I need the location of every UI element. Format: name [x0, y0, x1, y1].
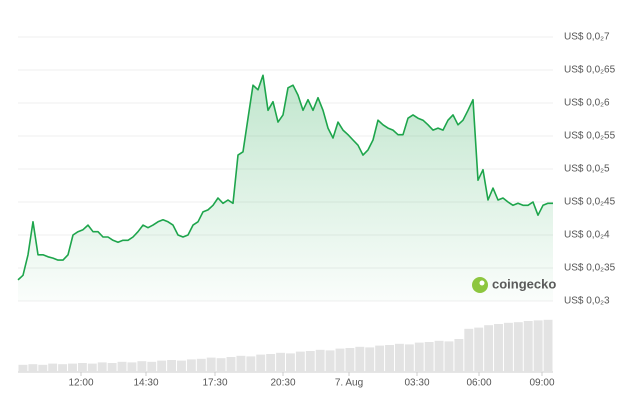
volume-bar	[494, 324, 503, 372]
watermark: coingecko	[492, 276, 556, 291]
x-tick-label: 06:00	[466, 378, 491, 389]
y-tick-label: US$ 0,0₂6	[564, 98, 610, 109]
volume-bar	[385, 345, 394, 372]
volume-bar	[543, 319, 553, 372]
x-tick-label: 12:00	[68, 378, 93, 389]
volume-bar	[147, 361, 157, 372]
volume-bar	[186, 359, 196, 372]
volume-bar	[434, 340, 444, 372]
volume-bar	[77, 363, 87, 372]
volume-bar	[68, 363, 77, 372]
volume-bar	[523, 321, 533, 372]
volume-bar	[305, 351, 315, 372]
volume-bar	[48, 363, 58, 372]
volume-bar	[206, 357, 216, 372]
x-tick-label: 09:00	[529, 378, 554, 389]
volume-bar	[325, 350, 335, 372]
volume-bar	[167, 360, 177, 372]
volume-bar	[474, 327, 484, 372]
volume-bar	[513, 322, 523, 372]
volume-bar	[137, 361, 147, 372]
volume-bar	[414, 342, 424, 372]
y-tick-label: US$ 0,0₂35	[564, 263, 616, 274]
volume-bars	[18, 319, 553, 372]
volume-bar	[315, 349, 325, 372]
y-tick-label: US$ 0,0₂4	[564, 230, 610, 241]
volume-bar	[335, 348, 345, 372]
volume-bar	[177, 360, 186, 372]
volume-bar	[533, 320, 543, 372]
volume-bar	[18, 364, 28, 372]
y-tick-label: US$ 0,0₂5	[564, 164, 610, 175]
y-tick-label: US$ 0,0₂65	[564, 65, 616, 76]
x-tick-label: 17:30	[202, 378, 227, 389]
volume-bar	[28, 364, 38, 372]
volume-bar	[276, 352, 285, 372]
volume-bar	[503, 322, 513, 372]
watermark-group: coingecko	[472, 276, 556, 293]
x-tick-label: 03:30	[404, 378, 429, 389]
volume-bar	[127, 362, 137, 372]
volume-bar	[444, 341, 454, 372]
volume-bar	[464, 328, 474, 372]
volume-bar	[266, 354, 276, 372]
volume-bar	[286, 353, 295, 372]
x-tick-label: 20:30	[270, 378, 295, 389]
volume-bar	[484, 325, 494, 372]
x-tick-label: 7. Aug	[335, 378, 363, 389]
logo-eye	[479, 280, 485, 286]
volume-bar	[87, 363, 97, 372]
volume-bar	[58, 364, 68, 372]
volume-bar	[38, 364, 48, 372]
volume-bar	[226, 357, 236, 372]
volume-bar	[256, 354, 266, 372]
volume-bar	[157, 360, 167, 372]
volume-bar	[454, 339, 464, 372]
y-tick-label: US$ 0,0₂55	[564, 131, 616, 142]
volume-bar	[107, 363, 117, 372]
volume-bar	[424, 342, 434, 372]
volume-bar	[345, 348, 355, 372]
volume-bar	[404, 344, 414, 372]
logo	[472, 277, 488, 293]
volume-bar	[365, 347, 375, 372]
volume-bar	[196, 358, 206, 372]
volume-bar	[375, 345, 385, 372]
x-tick-label: 14:30	[133, 378, 158, 389]
y-tick-label: US$ 0,0₂3	[564, 296, 610, 307]
volume-bar	[355, 346, 365, 372]
volume-bar	[246, 356, 256, 372]
area	[18, 75, 553, 301]
price-line	[17, 74, 553, 281]
volume-bar	[97, 362, 107, 372]
volume-bar	[117, 361, 127, 372]
plot	[17, 74, 553, 301]
volume-bar	[216, 358, 226, 372]
volume-bar	[295, 351, 305, 372]
volume-bar	[236, 355, 246, 372]
volume-bar	[394, 343, 404, 372]
y-tick-label: US$ 0,0₂7	[564, 32, 610, 43]
y-tick-label: US$ 0,0₂45	[564, 197, 616, 208]
